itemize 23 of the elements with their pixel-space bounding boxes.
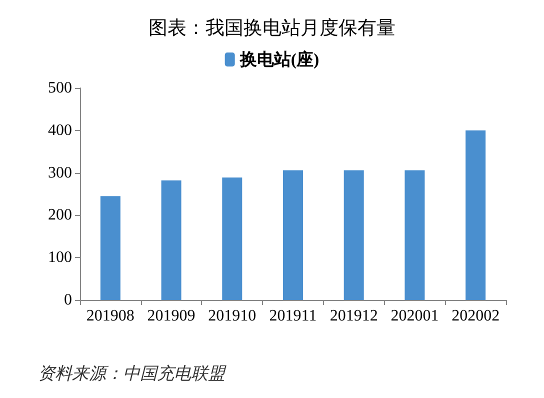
- y-tick-label: 300: [48, 164, 72, 182]
- legend-label: 换电站(座): [238, 50, 320, 69]
- x-tick-label: 201910: [208, 308, 256, 324]
- bar: [161, 180, 182, 300]
- x-tick-label: 201911: [269, 308, 317, 324]
- x-tick-label: 201908: [86, 308, 134, 324]
- x-tick-label: 201912: [330, 308, 378, 324]
- y-tick-label: 100: [48, 249, 72, 266]
- y-tick-label: 200: [48, 206, 72, 224]
- x-tick-label: 202002: [452, 308, 500, 324]
- y-tick-label: 500: [48, 80, 72, 96]
- chart-title: 图表：我国换电站月度保有量: [148, 17, 396, 39]
- x-tick-label: 202001: [390, 308, 439, 324]
- bar: [283, 170, 303, 300]
- bar: [466, 130, 486, 300]
- bar: [100, 196, 120, 300]
- x-tick-label: 201909: [147, 308, 196, 324]
- y-tick-label: 400: [48, 122, 72, 139]
- bar: [222, 177, 242, 300]
- text: 资料来源：中国充电联盟: [38, 364, 227, 383]
- y-tick-label: 0: [64, 292, 72, 308]
- bar: [404, 170, 425, 300]
- bar: [344, 170, 364, 300]
